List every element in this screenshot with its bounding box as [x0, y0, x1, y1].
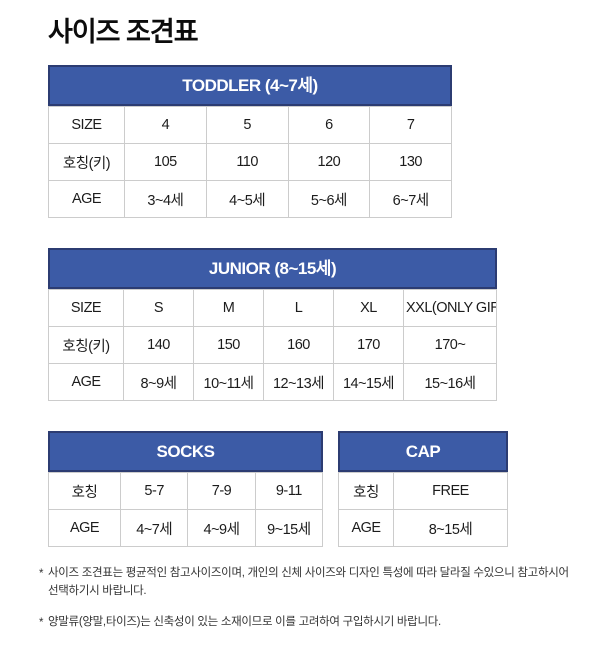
table-row: AGE 3~4세 4~5세 5~6세 6~7세: [48, 180, 452, 218]
table-row: SIZE S M L XL XXL(ONLY GIRL): [48, 289, 497, 327]
row-label: SIZE: [48, 106, 125, 144]
note-text: 사이즈 조견표는 평균적인 참고사이즈이며, 개인의 신체 사이즈와 디자인 특…: [48, 567, 569, 597]
table-row: AGE 8~9세 10~11세 12~13세 14~15세 15~16세: [48, 363, 497, 401]
row-label: AGE: [48, 363, 124, 401]
table-cell: 7: [369, 106, 452, 144]
socks-table-title: SOCKS: [48, 431, 323, 472]
table-cell: 105: [124, 143, 207, 181]
row-label: 호칭: [338, 472, 394, 510]
table-row: 호칭 5-7 7-9 9-11: [48, 472, 324, 510]
table-cell: 8~15세: [393, 509, 508, 547]
table-cell: 9-11: [254, 472, 324, 510]
table-row: AGE 8~15세: [338, 509, 508, 547]
table-cell: 5-7: [119, 472, 189, 510]
table-cell: XXL(ONLY GIRL): [403, 289, 497, 327]
table-cell: 150: [193, 326, 264, 364]
bottom-tables-row: SOCKS 호칭 5-7 7-9 9-11 AGE 4~7세 4~9세 9~15…: [48, 431, 580, 547]
table-cell: 7-9: [187, 472, 256, 510]
table-cell: 12~13세: [263, 363, 334, 401]
table-row: AGE 4~7세 4~9세 9~15세: [48, 509, 324, 547]
notes: * 사이즈 조견표는 평균적인 참고사이즈이며, 개인의 신체 사이즈와 디자인…: [39, 565, 580, 632]
table-cell: 4: [124, 106, 207, 144]
row-label: 호칭(키): [48, 326, 124, 364]
table-cell: S: [123, 289, 194, 327]
table-cell: 4~7세: [119, 509, 189, 547]
table-row: SIZE 4 5 6 7: [48, 106, 452, 144]
table-cell: 10~11세: [193, 363, 264, 401]
table-cell: 6: [287, 106, 371, 144]
row-label: AGE: [338, 509, 394, 547]
toddler-table-title: TODDLER (4~7세): [48, 65, 452, 106]
table-cell: XL: [333, 289, 404, 327]
table-cell: 4~9세: [187, 509, 256, 547]
table-cell: M: [193, 289, 264, 327]
table-cell: 5: [205, 106, 289, 144]
table-cell: 14~15세: [333, 363, 404, 401]
table-cell: 5~6세: [287, 180, 371, 218]
table-cell: 110: [205, 143, 289, 181]
table-cell: 8~9세: [123, 363, 194, 401]
toddler-table: TODDLER (4~7세) SIZE 4 5 6 7 호칭(키) 105 11…: [48, 65, 452, 218]
row-label: 호칭: [48, 472, 121, 510]
table-cell: FREE: [393, 472, 508, 510]
table-cell: 160: [263, 326, 334, 364]
table-cell: 120: [287, 143, 371, 181]
table-row: 호칭 FREE: [338, 472, 508, 510]
row-label: AGE: [48, 509, 121, 547]
note-marker: *: [39, 616, 44, 629]
note-text: 양말류(양말,타이즈)는 신축성이 있는 소재이므로 이를 고려하여 구입하시기…: [48, 615, 441, 628]
table-cell: 9~15세: [254, 509, 324, 547]
socks-table: SOCKS 호칭 5-7 7-9 9-11 AGE 4~7세 4~9세 9~15…: [48, 431, 324, 547]
note: * 사이즈 조견표는 평균적인 참고사이즈이며, 개인의 신체 사이즈와 디자인…: [39, 565, 578, 601]
junior-table: JUNIOR (8~15세) SIZE S M L XL XXL(ONLY GI…: [48, 248, 497, 401]
table-cell: L: [263, 289, 334, 327]
cap-table-title: CAP: [338, 431, 508, 472]
table-row: 호칭(키) 140 150 160 170 170~: [48, 326, 497, 364]
size-chart-page: 사이즈 조견표 TODDLER (4~7세) SIZE 4 5 6 7 호칭(키…: [39, 17, 580, 632]
row-label: SIZE: [48, 289, 124, 327]
table-cell: 4~5세: [205, 180, 289, 218]
table-cell: 15~16세: [403, 363, 497, 401]
table-cell: 170~: [403, 326, 497, 364]
cap-table: CAP 호칭 FREE AGE 8~15세: [338, 431, 508, 547]
table-cell: 170: [333, 326, 404, 364]
page-title: 사이즈 조견표: [48, 17, 199, 47]
note: * 양말류(양말,타이즈)는 신축성이 있는 소재이므로 이를 고려하여 구입하…: [39, 614, 578, 632]
table-cell: 3~4세: [124, 180, 207, 218]
table-cell: 130: [369, 143, 452, 181]
row-label: 호칭(키): [48, 143, 125, 181]
junior-table-title: JUNIOR (8~15세): [48, 248, 497, 289]
row-label: AGE: [48, 180, 125, 218]
table-cell: 140: [123, 326, 194, 364]
table-row: 호칭(키) 105 110 120 130: [48, 143, 452, 181]
note-marker: *: [39, 568, 44, 580]
table-cell: 6~7세: [369, 180, 452, 218]
